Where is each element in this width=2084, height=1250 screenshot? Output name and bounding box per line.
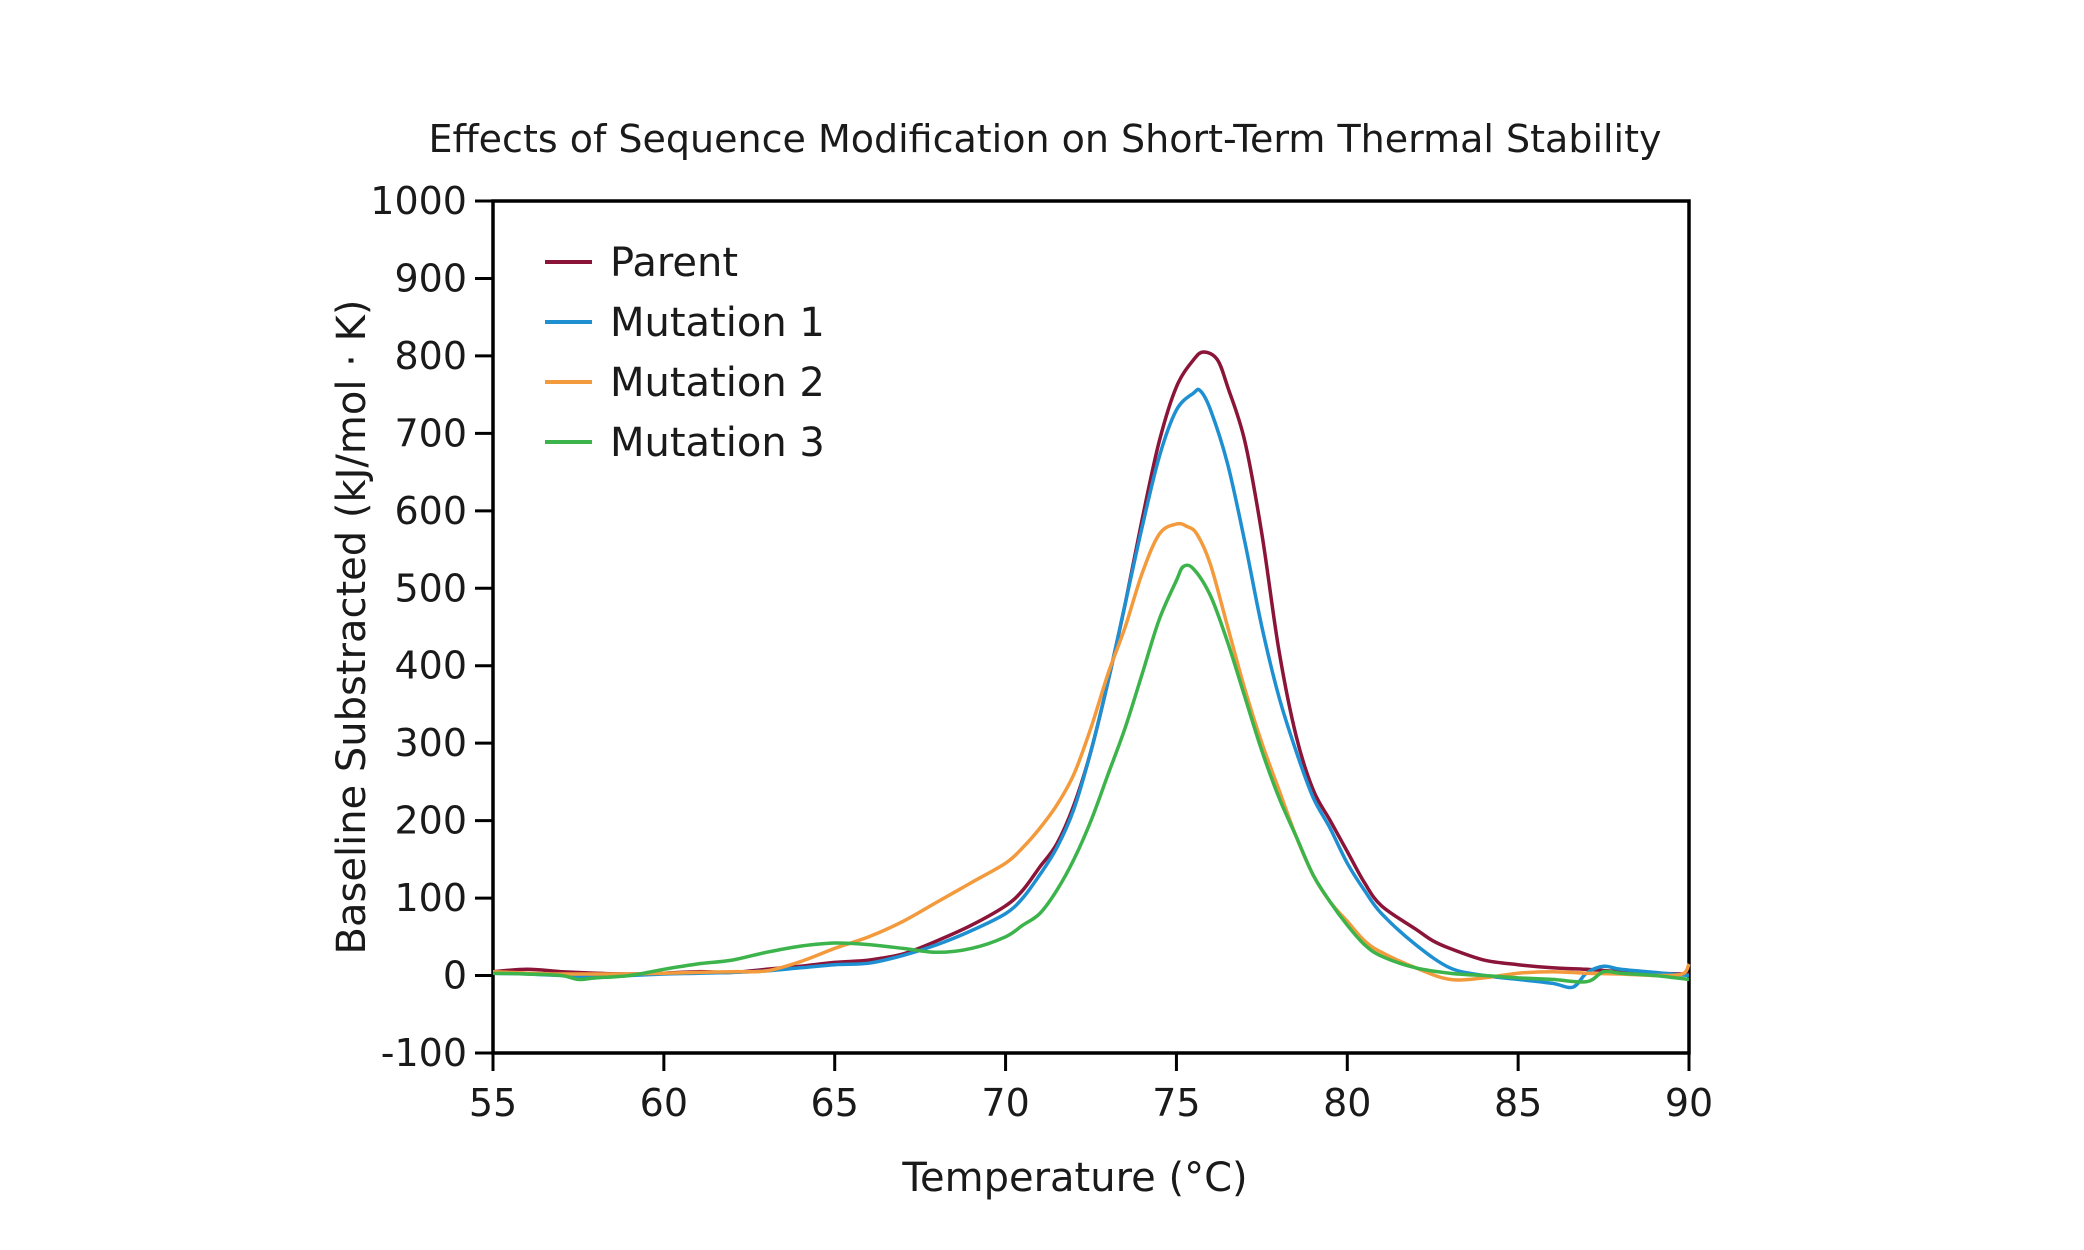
y-axis-title: Baseline Substracted (kJ/mol · K) — [329, 300, 375, 955]
x-axis-title: Temperature (°C) — [901, 1155, 1247, 1201]
y-tick-label: 800 — [394, 334, 467, 378]
x-tick-label: 60 — [640, 1081, 688, 1125]
series-line-mutation-3 — [492, 563, 1690, 984]
legend-label-mutation-3: Mutation 3 — [610, 420, 825, 466]
x-tick-label: 85 — [1494, 1081, 1542, 1125]
legend: Parent Mutation 1 Mutation 2 Mutation 3 — [545, 240, 825, 466]
x-tick-label: 70 — [981, 1081, 1029, 1125]
series-lines — [492, 350, 1691, 990]
y-tick-label: 700 — [394, 411, 467, 455]
x-tick-label: 90 — [1665, 1081, 1713, 1125]
x-axis: 55 60 65 70 75 80 85 90 — [469, 1053, 1713, 1125]
y-tick-label: 400 — [394, 644, 467, 688]
x-tick-label: 55 — [469, 1081, 517, 1125]
series-line-mutation-1 — [492, 387, 1690, 990]
y-tick-label: 0 — [443, 954, 467, 998]
x-tick-label: 80 — [1323, 1081, 1371, 1125]
y-tick-label: 100 — [394, 876, 467, 920]
legend-label-mutation-2: Mutation 2 — [610, 360, 825, 406]
chart-title: Effects of Sequence Modification on Shor… — [428, 117, 1661, 161]
y-axis: -100 0 100 200 300 400 500 600 700 800 900 1000 — [370, 179, 493, 1075]
legend-label-parent: Parent — [610, 240, 738, 286]
series-line-mutation-2 — [492, 521, 1691, 982]
y-tick-label: 900 — [394, 256, 467, 300]
x-tick-label: 65 — [811, 1081, 859, 1125]
y-tick-label: 1000 — [370, 179, 467, 223]
legend-label-mutation-1: Mutation 1 — [610, 300, 825, 346]
y-tick-label: 200 — [394, 799, 467, 843]
x-tick-label: 75 — [1152, 1081, 1200, 1125]
y-tick-label: -100 — [381, 1031, 467, 1075]
y-tick-label: 500 — [394, 566, 467, 610]
y-tick-label: 300 — [394, 721, 467, 765]
plot-area-frame — [491, 199, 1691, 1055]
y-tick-label: 600 — [394, 489, 467, 533]
